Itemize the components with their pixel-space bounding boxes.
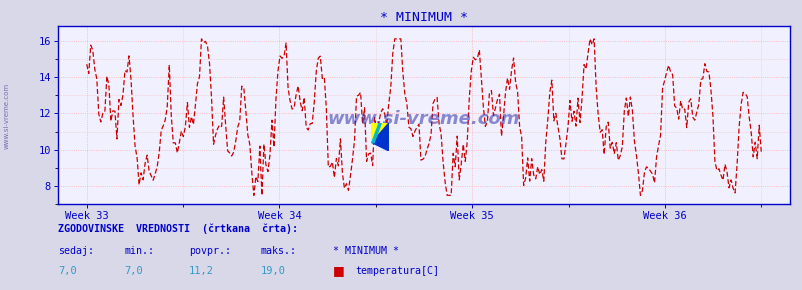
Text: 7,0: 7,0 xyxy=(58,266,76,276)
Text: www.si-vreme.com: www.si-vreme.com xyxy=(327,110,520,128)
Title: * MINIMUM *: * MINIMUM * xyxy=(379,10,468,23)
Polygon shape xyxy=(371,123,388,151)
Polygon shape xyxy=(371,123,381,143)
Text: ZGODOVINSKE  VREDNOSTI  (črtkana  črta):: ZGODOVINSKE VREDNOSTI (črtkana črta): xyxy=(58,224,298,234)
Text: 7,0: 7,0 xyxy=(124,266,143,276)
Text: temperatura[C]: temperatura[C] xyxy=(355,266,439,276)
Text: povpr.:: povpr.: xyxy=(188,246,230,256)
Text: www.si-vreme.com: www.si-vreme.com xyxy=(3,83,10,149)
Text: 11,2: 11,2 xyxy=(188,266,213,276)
Text: sedaj:: sedaj: xyxy=(58,246,94,256)
Text: 19,0: 19,0 xyxy=(261,266,286,276)
Text: ■: ■ xyxy=(333,264,345,277)
Text: min.:: min.: xyxy=(124,246,154,256)
Text: maks.:: maks.: xyxy=(261,246,297,256)
Text: * MINIMUM *: * MINIMUM * xyxy=(333,246,399,256)
Polygon shape xyxy=(371,123,388,143)
